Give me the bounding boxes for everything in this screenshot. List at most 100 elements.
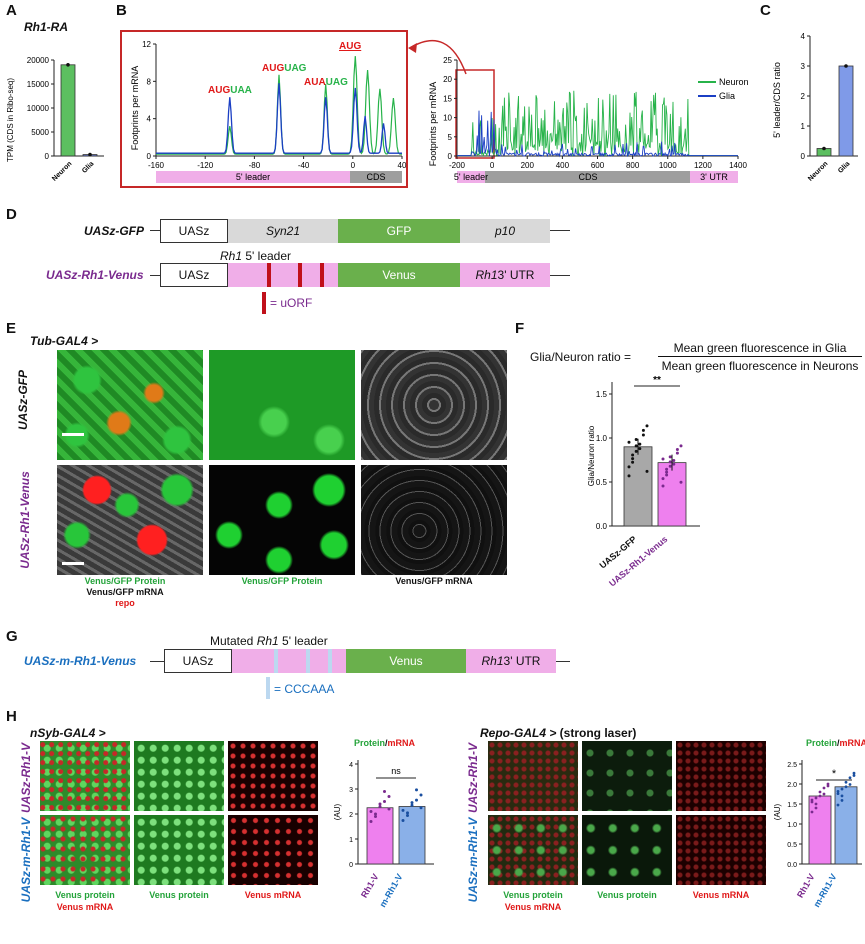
hr-point (844, 780, 848, 784)
h-r-img-11 (488, 741, 578, 811)
y-tick-label: 5000 (31, 128, 49, 137)
panel-label-h: H (6, 708, 17, 725)
f-point (675, 451, 679, 455)
bar-label-0: Neuron (807, 160, 829, 182)
h-l-chart-title: Protein/mRNA (354, 738, 416, 748)
g-title: Mutated Rh1 5' leader (210, 634, 328, 648)
y-tick-label: 0 (349, 862, 353, 869)
e-img-r1c1 (57, 350, 203, 460)
e-img-r1c2 (209, 350, 355, 460)
y-tick-label: 2 (801, 92, 806, 101)
hl-point (383, 800, 386, 803)
e-col1-l3: repo (115, 598, 135, 608)
hr-point (814, 802, 818, 806)
bar-1 (838, 65, 854, 157)
e-row1: UASz-GFP (16, 370, 30, 430)
x-tick-label: -80 (249, 161, 261, 170)
hl-point (401, 808, 405, 812)
hl-point (415, 798, 418, 802)
hr-point (814, 796, 818, 800)
g-name: UASz-m-Rh1-Venus (24, 654, 137, 668)
d2-leader-title: Rh1 5' leader (220, 249, 292, 263)
f-point (661, 477, 665, 481)
h-l-col1-b: Venus mRNA (56, 902, 114, 912)
panel-label-c: C (760, 2, 771, 19)
e-driver: Tub-GAL4 > (30, 334, 99, 348)
hl-point (415, 788, 418, 792)
f-point (661, 457, 665, 461)
h-r-sig: * (832, 768, 837, 780)
x-tick-label: -120 (197, 161, 214, 170)
panel-a-chart: TPM (CDS in Ribo-seq) 0 5000 10000 15000 200… (6, 56, 104, 183)
f-numerator: Mean green fluorescence in Glia (673, 341, 847, 355)
hl-point (387, 795, 391, 798)
hl-point (378, 802, 382, 806)
f-point (638, 447, 642, 451)
y-tick-label: 2.0 (787, 782, 797, 789)
e-img-r2c3 (361, 465, 507, 575)
bar-label-0: Neuron (51, 160, 73, 182)
y-tick-label: 15 (443, 94, 452, 103)
hr-point (810, 798, 814, 802)
y-tick-label: 2.5 (787, 762, 797, 769)
f-point (665, 473, 669, 477)
f-bar-1 (657, 462, 687, 527)
f-point (638, 442, 642, 446)
hr-point (822, 786, 826, 790)
hl-point (378, 805, 382, 808)
hr-point (810, 810, 814, 814)
h-r-col3: Venus mRNA (692, 890, 750, 900)
g-venus: Venus (346, 649, 466, 673)
uorf-legend-mark (262, 292, 266, 314)
panel-label-b: B (116, 2, 127, 19)
hr-point (840, 799, 844, 802)
f-point (679, 444, 683, 448)
h-l-img-21 (40, 815, 130, 885)
d2-uasz: UASz (160, 263, 228, 287)
x-tick-label: -40 (298, 161, 310, 170)
f-point (631, 460, 635, 464)
hr-point (840, 794, 844, 798)
h-r-img-22 (582, 815, 672, 885)
hl-point (374, 815, 377, 818)
e-row2: UASz-Rh1-Venus (18, 471, 32, 569)
f-point (679, 480, 683, 484)
hr-point (844, 785, 848, 789)
main-ylabel: Footprints per mRNA (428, 82, 438, 167)
ccc-mark-3 (328, 649, 332, 673)
hr-point (814, 806, 818, 810)
hr-point (848, 776, 852, 780)
h-l-col3: Venus mRNA (244, 890, 302, 900)
hl-point (369, 810, 373, 813)
e-col1-l2: Venus/GFP mRNA (86, 587, 164, 597)
y-tick-label: 0 (801, 152, 806, 161)
h-left-row2: UASz-m-Rh1-V (19, 817, 33, 903)
x-tick-label: 800 (626, 161, 640, 170)
d1-p10: p10 (460, 219, 550, 243)
h-r-chart-title: Protein/mRNA (806, 738, 865, 748)
inset-leader-label: 5' leader (236, 172, 270, 182)
h-left-chart: (AU) 0 1 2 3 4 ns (333, 760, 434, 869)
panel-label-f: F (515, 320, 525, 337)
g-leader (232, 649, 346, 673)
legend-glia: Glia (719, 91, 735, 101)
f-point (672, 458, 676, 462)
h-l-sig: ns (391, 766, 401, 776)
bar-point-1 (88, 152, 92, 157)
h-l-ylabel: (AU) (333, 803, 342, 820)
inset-cds-label: CDS (366, 172, 385, 182)
y-tick-label: 1.0 (787, 822, 797, 829)
f-point (631, 457, 635, 461)
panel-f-chart: Glia/Neuron ratio 0.0 0.5 1.0 1.5 ** (587, 375, 700, 531)
hr-point (822, 792, 826, 796)
y-tick-label: 1.0 (596, 434, 608, 443)
hl-point (374, 812, 377, 816)
hr-point (836, 789, 840, 793)
panel-label-d: D (6, 206, 17, 223)
hl-bar-1 (398, 806, 426, 865)
f-ylabel: Glia/Neuron ratio (587, 425, 596, 486)
h-r-col2: Venus protein (597, 890, 657, 900)
hl-point (406, 813, 409, 817)
ccc-legend-mark (266, 677, 270, 699)
